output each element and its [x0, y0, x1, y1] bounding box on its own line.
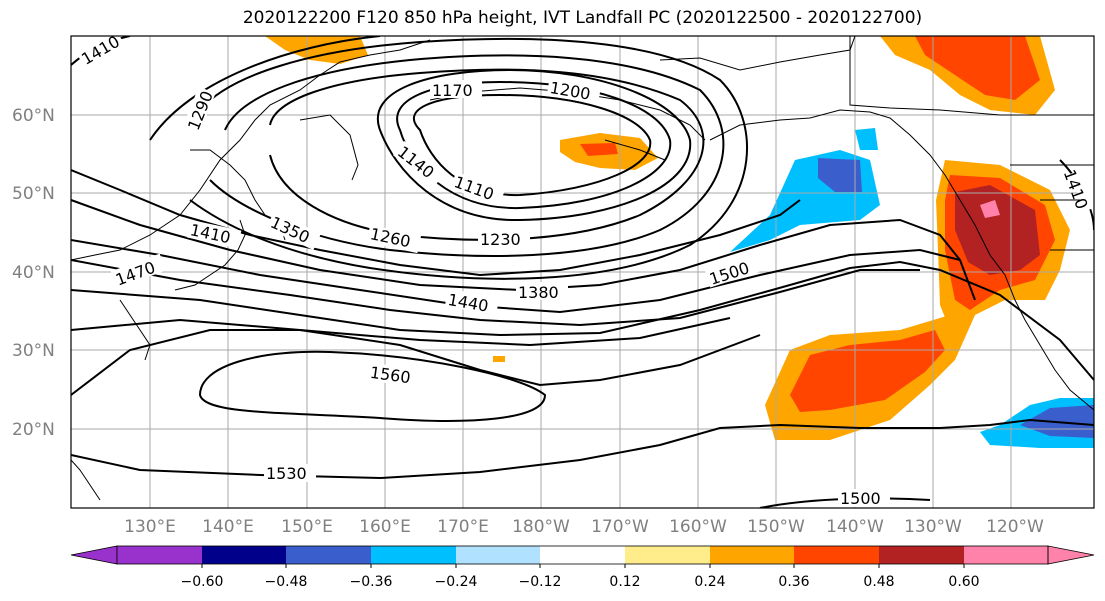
lon-label: 130°W: [904, 517, 962, 537]
colorbar-swatch: [202, 546, 286, 564]
lat-label: 50°N: [12, 184, 55, 204]
colorbar-swatch: [710, 546, 794, 564]
colorbar-over-arrow: [1047, 545, 1095, 565]
colorbar-under-arrow: [70, 545, 118, 565]
colorbar-swatch: [794, 546, 879, 564]
colorbar-tick-label: 0.60: [948, 574, 979, 590]
lon-label: 170°W: [591, 517, 649, 537]
colorbar-tick-label: −0.12: [519, 574, 562, 590]
colorbar-tick-label: 0.48: [863, 574, 894, 590]
lon-label: 130°E: [124, 517, 176, 537]
lon-label: 150°W: [747, 517, 805, 537]
colorbar-swatch: [879, 546, 964, 564]
colorbar-swatch: [625, 546, 710, 564]
contour-label: 1530: [266, 464, 307, 483]
colorbar-swatch: [371, 546, 456, 564]
positive-anomaly-kamchatka: [265, 36, 368, 64]
lat-label: 20°N: [12, 420, 55, 440]
lat-label: 30°N: [12, 341, 55, 361]
colorbar-swatch: [286, 546, 371, 564]
lon-axis: 130°E 140°E 150°E 160°E 170°E 180°W 170°…: [124, 517, 1044, 537]
lon-label: 140°W: [826, 517, 884, 537]
lat-label: 40°N: [12, 263, 55, 283]
lon-label: 180°W: [512, 517, 570, 537]
colorbar-swatch: [456, 546, 540, 564]
contour-label: 1380: [518, 283, 559, 302]
contour-label: 1170: [432, 81, 473, 100]
lon-label: 160°E: [359, 517, 411, 537]
colorbar-tick-label: 0.36: [778, 574, 809, 590]
colorbar-tick-label: −0.24: [435, 574, 478, 590]
colorbar-swatch: [117, 546, 202, 564]
map-title: 2020122200 F120 850 hPa height, IVT Land…: [242, 8, 923, 28]
colorbar-swatch: [540, 546, 625, 564]
lat-axis: 60°N 50°N 40°N 30°N 20°N: [12, 106, 55, 440]
map-panel: 1410 1290 1170 1200 1140 1110 1350 1410 …: [71, 36, 1094, 508]
lon-label: 150°E: [281, 517, 333, 537]
colorbar-tick-label: −0.48: [265, 574, 308, 590]
lon-label: 140°E: [202, 517, 254, 537]
colorbar: −0.60 −0.48 −0.36 −0.24 −0.12 0.12 0.24 …: [70, 545, 1095, 590]
lon-label: 120°W: [986, 517, 1044, 537]
colorbar-tick-label: −0.60: [181, 574, 224, 590]
colorbar-tick-label: 0.24: [694, 574, 725, 590]
map-frame: [70, 35, 1095, 509]
lon-label: 170°E: [437, 517, 489, 537]
contour-label: 1230: [480, 230, 521, 249]
lat-label: 60°N: [12, 106, 55, 126]
contour-label: 1500: [840, 489, 881, 508]
lon-label: 160°W: [669, 517, 727, 537]
colorbar-tick-label: −0.36: [350, 574, 393, 590]
colorbar-swatch: [964, 546, 1048, 564]
colorbar-tick-label: 0.12: [609, 574, 640, 590]
